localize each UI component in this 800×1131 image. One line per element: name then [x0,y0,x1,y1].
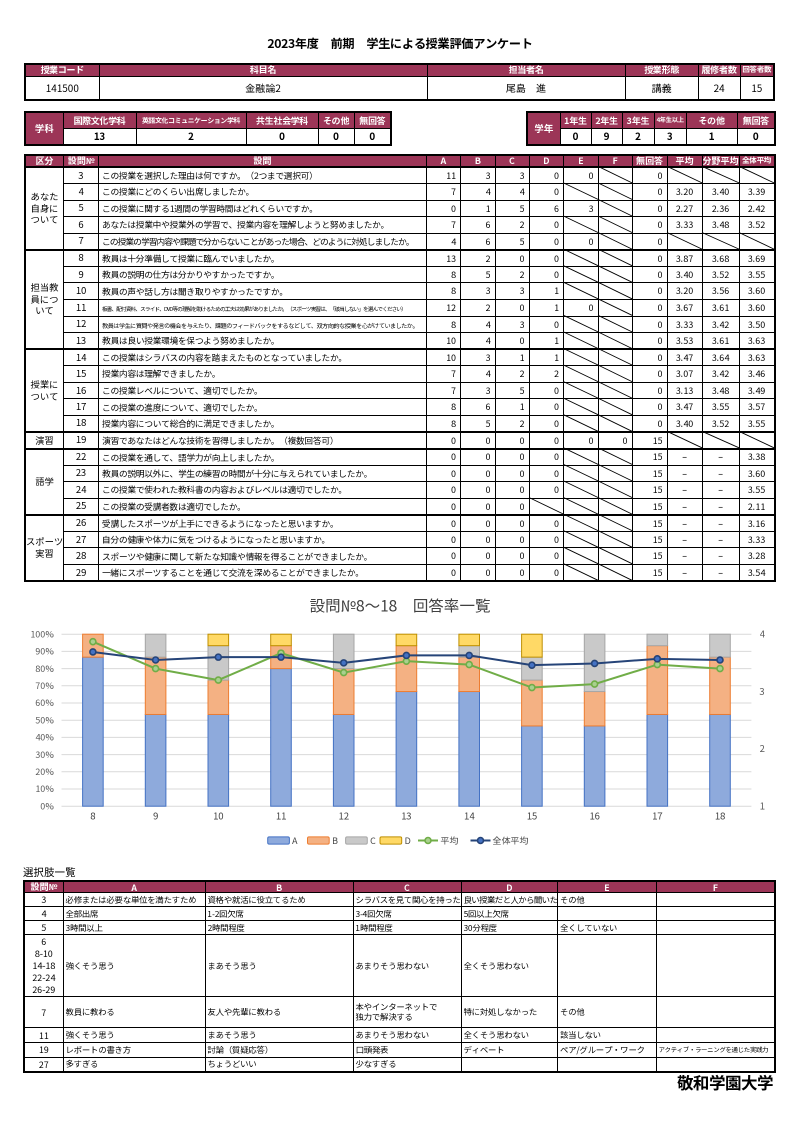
svg-text:10%: 10% [35,782,53,795]
svg-text:平均: 平均 [441,834,459,847]
svg-text:100%: 100% [30,627,53,640]
svg-text:8: 8 [90,809,95,823]
svg-text:10: 10 [213,809,224,823]
svg-text:0%: 0% [40,799,53,812]
svg-text:A: A [292,834,298,847]
svg-text:50%: 50% [35,713,53,726]
svg-text:13: 13 [401,809,412,823]
svg-text:D: D [405,834,411,847]
svg-text:30%: 30% [34,748,53,761]
svg-text:18: 18 [715,809,726,823]
svg-text:全体平均: 全体平均 [493,834,529,847]
svg-text:60%: 60% [35,696,53,709]
svg-text:20%: 20% [35,765,53,778]
svg-text:40%: 40% [35,731,53,744]
svg-text:90%: 90% [35,645,53,658]
svg-text:80%: 80% [35,662,53,675]
svg-text:B: B [332,834,338,847]
svg-text:設問№8～18 回答率一覧: 設問№8～18 回答率一覧 [310,595,491,617]
svg-text:3: 3 [760,684,765,698]
svg-text:70%: 70% [35,679,53,692]
svg-text:12: 12 [338,809,349,823]
svg-text:15: 15 [527,809,538,823]
svg-text:9: 9 [153,809,158,823]
svg-text:2: 2 [760,741,766,755]
svg-text:C: C [370,834,376,847]
svg-text:11: 11 [276,809,287,823]
svg-text:14: 14 [464,809,475,823]
svg-text:17: 17 [652,809,663,823]
svg-text:16: 16 [589,809,600,823]
svg-text:1: 1 [760,799,765,813]
svg-text:4: 4 [760,627,765,641]
